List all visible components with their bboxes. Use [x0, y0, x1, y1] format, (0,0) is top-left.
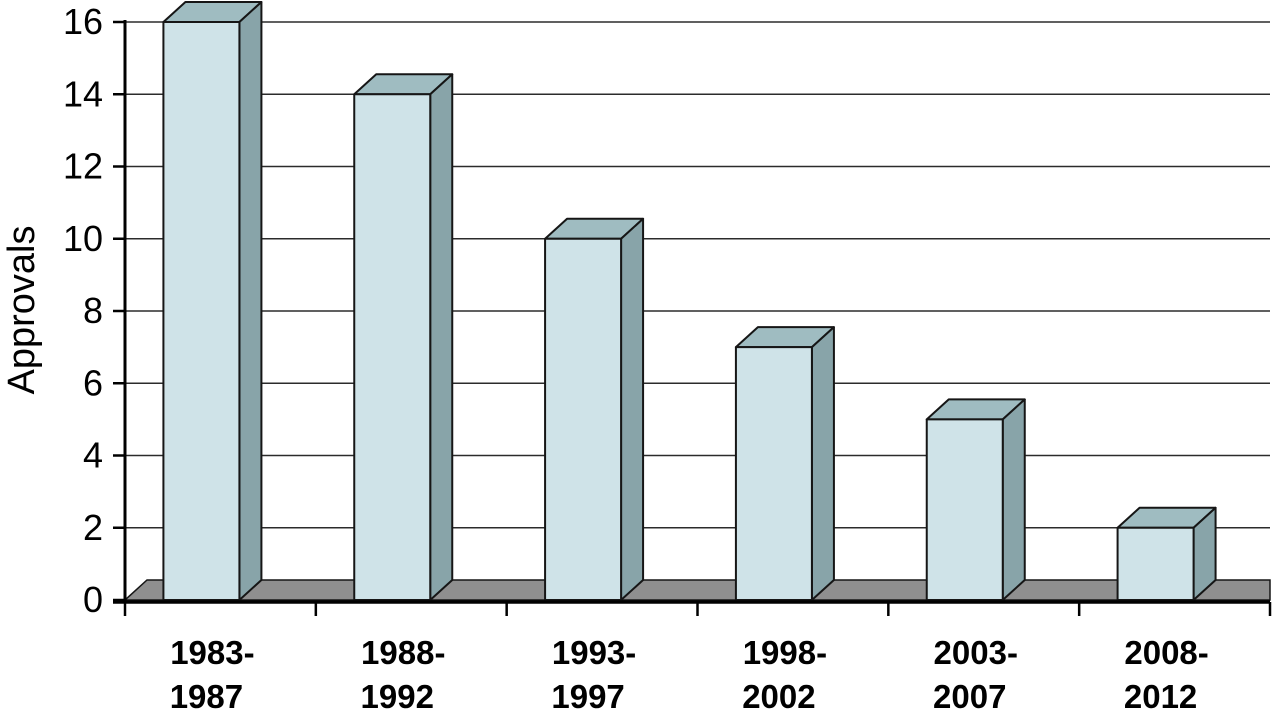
- y-tick-label-12: 12: [63, 146, 103, 187]
- x-category-label-line2-2003-2007: 2007: [933, 678, 1006, 715]
- bar-1983-1987-side: [238, 1, 263, 601]
- y-tick-label-2: 2: [83, 507, 103, 548]
- floor-plane: [123, 579, 1271, 601]
- x-category-label-line1-2003-2007: 2003-: [934, 634, 1018, 671]
- x-category-label-line1-1998-2002: 1998-: [743, 634, 827, 671]
- bar-2008-2012-front: [1116, 526, 1195, 601]
- bar-1998-2002-front: [734, 346, 813, 601]
- x-category-label-line2-1993-1997: 1997: [551, 678, 624, 715]
- bar-2003-2007-front: [925, 418, 1004, 601]
- x-category-label-line1-1988-1992: 1988-: [361, 634, 445, 671]
- y-axis-label: Approvals: [1, 226, 43, 395]
- bar-2003-2007-side: [1001, 398, 1026, 601]
- bar-1988-1992-side: [429, 73, 454, 601]
- y-tick-label-16: 16: [63, 1, 103, 42]
- bar-1998-2002-side: [810, 326, 835, 601]
- bar-1993-1997-side: [620, 217, 645, 601]
- bar-1993-1997-front: [544, 237, 623, 601]
- x-category-label-line2-1998-2002: 2002: [742, 678, 815, 715]
- x-category-label-line2-2008-2012: 2012: [1124, 678, 1197, 715]
- x-category-label-line2-1988-1992: 1992: [361, 678, 434, 715]
- x-category-label-line2-1983-1987: 1987: [170, 678, 243, 715]
- y-tick-label-10: 10: [63, 218, 103, 259]
- bar-1988-1992-front: [353, 93, 432, 601]
- y-tick-label-0: 0: [83, 579, 103, 620]
- bar-1983-1987-front: [162, 21, 241, 601]
- x-category-label-line1-1983-1987: 1983-: [170, 634, 254, 671]
- plot-area: 0 2 4 6 8 10 12 14 16 1983- 1987 1988- 1992 1993- 1997…: [63, 1, 1272, 715]
- y-tick-label-8: 8: [83, 290, 103, 331]
- x-category-label-line1-1993-1997: 1993-: [552, 634, 636, 671]
- y-tick-label-14: 14: [63, 73, 103, 114]
- y-tick-label-4: 4: [83, 435, 103, 476]
- x-category-label-line1-2008-2012: 2008-: [1124, 634, 1208, 671]
- y-tick-label-6: 6: [83, 362, 103, 403]
